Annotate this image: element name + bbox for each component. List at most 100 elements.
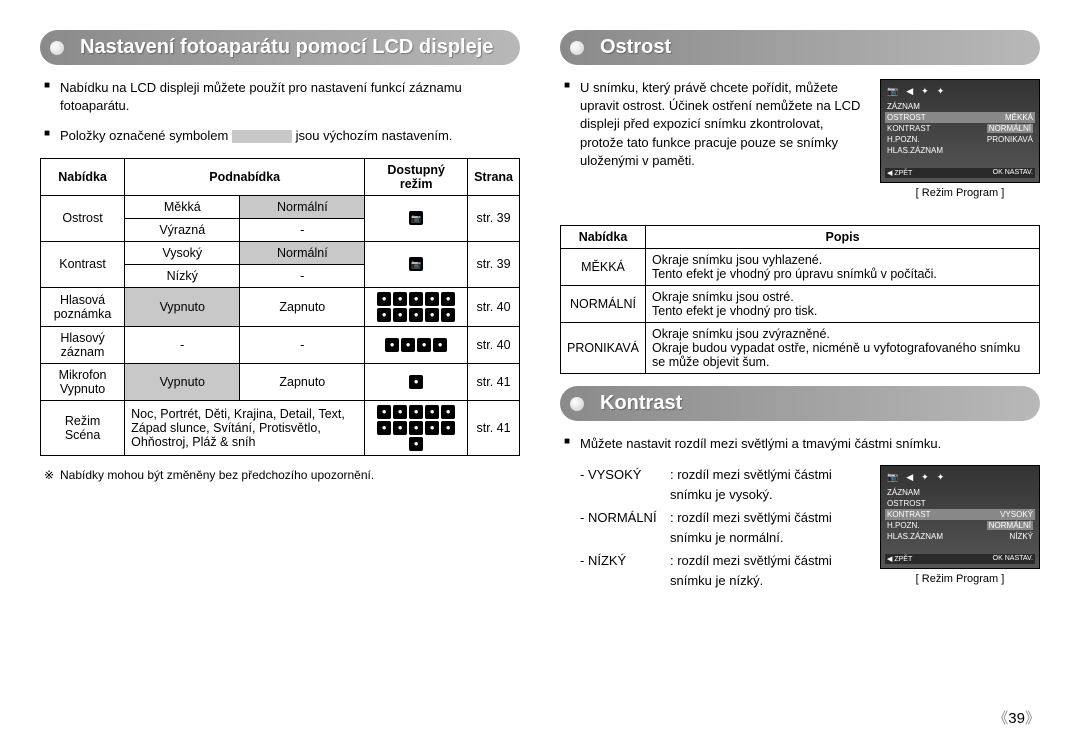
left-para-2a: Položky označené symbolem (60, 128, 228, 143)
tab-icon: ◀ (906, 86, 913, 97)
ostrost-para: U snímku, který právě chcete pořídit, mů… (560, 79, 868, 170)
mode-icon: ● (409, 292, 423, 306)
cell-default: Vypnuto (125, 363, 240, 400)
cell: MĚKKÁ (561, 249, 646, 286)
mode-icon: ● (409, 375, 423, 389)
mode-icon: ● (433, 338, 447, 352)
cell-default: Normální (240, 241, 365, 264)
tab-icon: 📷 (887, 472, 898, 483)
cell-mode: 📷 (365, 195, 468, 241)
cell: Mikrofon Vypnuto (41, 363, 125, 400)
cell: NORMÁLNÍ (561, 286, 646, 323)
mode-icon: ● (377, 292, 391, 306)
mode-icon: ● (425, 421, 439, 435)
def-desc: : rozdíl mezi světlými částmi snímku je … (670, 551, 868, 590)
left-column: Nastavení fotoaparátu pomocí LCD displej… (40, 30, 520, 611)
mode-icon: ● (393, 308, 407, 322)
def-term: - NORMÁLNÍ (580, 508, 670, 547)
tab-icon: ✦ (921, 86, 929, 97)
cell: - (240, 264, 365, 287)
cell-page: str. 39 (468, 195, 520, 241)
def-desc: : rozdíl mezi světlými částmi snímku je … (670, 508, 868, 547)
cell-page: str. 41 (468, 400, 520, 455)
th: Popis (646, 226, 1040, 249)
th-strana: Strana (468, 158, 520, 195)
header-ostrost: Ostrost (560, 30, 1040, 65)
kontrast-para: Můžete nastavit rozdíl mezi světlými a t… (560, 435, 1040, 453)
lcd-caption: [ Režim Program ] (880, 187, 1040, 199)
camera-icon: 📷 (409, 257, 423, 271)
ostrost-block: U snímku, který právě chcete pořídit, mů… (560, 79, 1040, 211)
cell: Vysoký (125, 241, 240, 264)
cell-page: str. 41 (468, 363, 520, 400)
page-number: 39 (993, 707, 1040, 728)
tab-icon: 📷 (887, 86, 898, 97)
lcd-row-selected: KONTRASTVYSOKÝ (885, 509, 1035, 520)
cell-ostrost: Ostrost (41, 195, 125, 241)
cell-mode: ●●●●●●●●●● (365, 287, 468, 326)
mode-icon: ● (409, 437, 423, 451)
mode-icon: ● (385, 338, 399, 352)
default-swatch (232, 130, 292, 143)
mode-icon: ● (377, 405, 391, 419)
mode-icon: ● (393, 421, 407, 435)
footnote: Nabídky mohou být změněny bez předchozíh… (40, 468, 520, 482)
cell: Nízký (125, 264, 240, 287)
lcd-preview-ostrost: 📷◀✦✦ ZÁZNAM OSTROSTMĚKKÁ KONTRASTNORMÁLN… (880, 79, 1040, 183)
th-podnabidka: Podnabídka (125, 158, 365, 195)
cell: Hlasová poznámka (41, 287, 125, 326)
lcd-preview-kontrast: 📷◀✦✦ ZÁZNAM OSTROST KONTRASTVYSOKÝ H.POZ… (880, 465, 1040, 569)
tab-icon: ◀ (906, 472, 913, 483)
camera-icon: 📷 (409, 211, 423, 225)
mode-icon: ● (401, 338, 415, 352)
tab-icon: ✦ (937, 472, 945, 483)
cell-scena-desc: Noc, Portrét, Děti, Krajina, Detail, Tex… (125, 400, 365, 455)
table-row: Kontrast Vysoký Normální 📷 str. 39 (41, 241, 520, 264)
kontrast-lcd-wrap: 📷◀✦✦ ZÁZNAM OSTROST KONTRASTVYSOKÝ H.POZ… (880, 465, 1040, 597)
cell: Zapnuto (240, 287, 365, 326)
def-row: - VYSOKÝ : rozdíl mezi světlými částmi s… (580, 465, 868, 504)
header-nastaveni: Nastavení fotoaparátu pomocí LCD displej… (40, 30, 520, 65)
cell-mode: 📷 (365, 241, 468, 287)
cell-default: Normální (240, 195, 365, 218)
cell: Okraje snímku jsou vyhlazené. Tento efek… (646, 249, 1040, 286)
mode-icon: ● (425, 292, 439, 306)
page: Nastavení fotoaparátu pomocí LCD displej… (40, 30, 1040, 611)
ostrost-table: Nabídka Popis MĚKKÁ Okraje snímku jsou v… (560, 225, 1040, 374)
mode-icon: ● (441, 292, 455, 306)
cell: Výrazná (125, 218, 240, 241)
lcd-caption: [ Režim Program ] (880, 573, 1040, 585)
mode-icon: ● (409, 421, 423, 435)
cell: Okraje snímku jsou zvýrazněné. Okraje bu… (646, 323, 1040, 374)
lcd-row: OSTROST (885, 498, 1035, 509)
tab-icon: ✦ (921, 472, 929, 483)
header-kontrast: Kontrast (560, 386, 1040, 421)
lcd-row: H.POZN.PRONIKAVÁ (885, 134, 1035, 145)
cell-page: str. 40 (468, 326, 520, 363)
table-row: PRONIKAVÁ Okraje snímku jsou zvýrazněné.… (561, 323, 1040, 374)
mode-icon: ● (393, 405, 407, 419)
def-desc: : rozdíl mezi světlými částmi snímku je … (670, 465, 868, 504)
lcd-row: HLAS.ZÁZNAM (885, 145, 1035, 156)
cell: PRONIKAVÁ (561, 323, 646, 374)
cell-kontrast: Kontrast (41, 241, 125, 287)
lcd-footer: ◀ ZPĚTOK NASTAV. (885, 168, 1035, 178)
lcd-footer: ◀ ZPĚTOK NASTAV. (885, 554, 1035, 564)
cell: Režim Scéna (41, 400, 125, 455)
cell: - (240, 218, 365, 241)
mode-icon: ● (441, 405, 455, 419)
mode-icon: ● (393, 292, 407, 306)
ostrost-lcd-wrap: 📷◀✦✦ ZÁZNAM OSTROSTMĚKKÁ KONTRASTNORMÁLN… (880, 79, 1040, 211)
th: Nabídka (561, 226, 646, 249)
lcd-row: ZÁZNAM (885, 101, 1035, 112)
cell-default: Vypnuto (125, 287, 240, 326)
cell: Okraje snímku jsou ostré. Tento efekt je… (646, 286, 1040, 323)
table-head-row: Nabídka Podnabídka Dostupný režim Strana (41, 158, 520, 195)
th-nabidka: Nabídka (41, 158, 125, 195)
cell-page: str. 39 (468, 241, 520, 287)
tab-icon: ✦ (937, 86, 945, 97)
th-rezim: Dostupný režim (365, 158, 468, 195)
table-row: Mikrofon Vypnuto Vypnuto Zapnuto ● str. … (41, 363, 520, 400)
cell-mode: ● (365, 363, 468, 400)
mode-icon: ● (409, 405, 423, 419)
